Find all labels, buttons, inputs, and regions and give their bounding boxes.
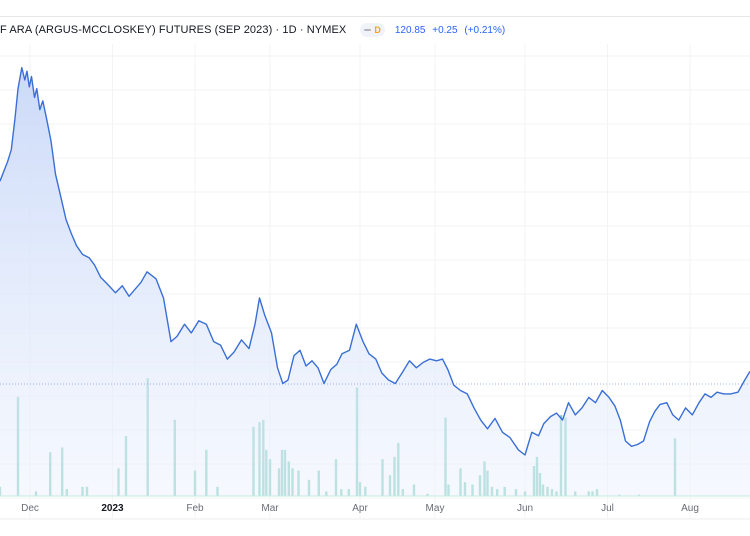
price-readout: 120.85 +0.25 (+0.21%)	[395, 25, 509, 36]
price-area	[0, 67, 750, 496]
x-tick-label: 2023	[101, 503, 124, 514]
top-toolbar-strip	[0, 0, 750, 17]
eye-icon	[364, 29, 372, 31]
price-change: +0.25	[432, 24, 458, 36]
x-tick-label: May	[426, 503, 445, 514]
x-tick-label: Aug	[681, 503, 699, 514]
price-line	[0, 67, 750, 456]
chart-header: F ARA (ARGUS-MCCLOSKEY) FUTURES (SEP 202…	[0, 20, 509, 40]
x-tick-label: Feb	[186, 503, 204, 514]
x-tick-label: Dec	[21, 503, 39, 514]
x-tick-label: Jun	[517, 503, 533, 514]
price-change-pct: (+0.21%)	[464, 24, 506, 36]
last-price: 120.85	[394, 24, 426, 36]
x-tick-label: Jul	[601, 503, 614, 514]
symbol-title: F ARA (ARGUS-MCCLOSKEY) FUTURES (SEP 202…	[0, 24, 347, 36]
x-tick-label: Mar	[261, 503, 279, 514]
interval-badge-label: D	[374, 25, 381, 35]
interval-badge[interactable]: D	[360, 23, 385, 37]
x-tick-label: Apr	[352, 503, 368, 514]
x-axis-labels: Dec 2023 Feb Mar Apr May Jun Jul Aug	[21, 503, 699, 514]
